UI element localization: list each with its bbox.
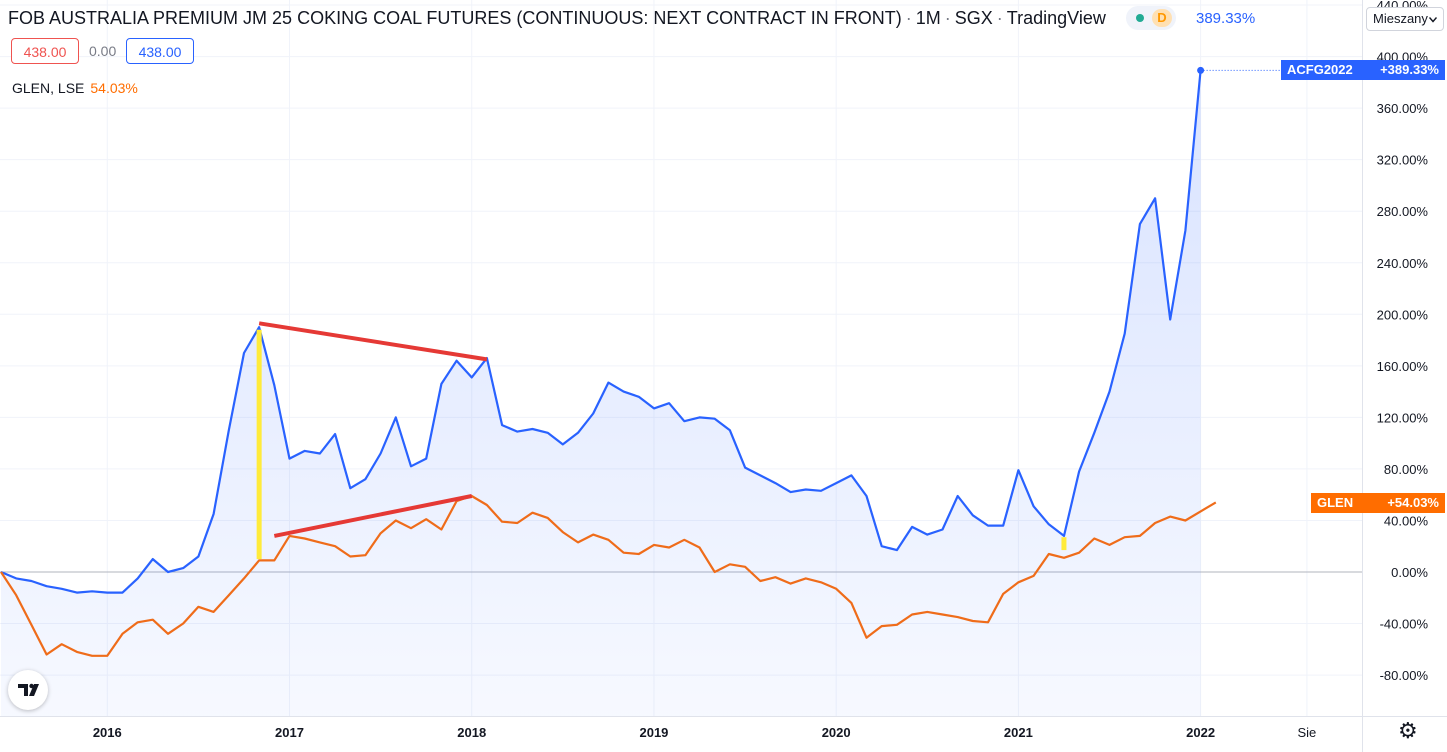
price-tag-main-name: ACFG2022 — [1287, 62, 1353, 77]
y-tick-label: 280.00% — [1377, 204, 1429, 219]
scale-mode-label: Mieszany — [1373, 11, 1428, 26]
header-change-value: 389.33% — [1196, 10, 1256, 27]
y-tick-label: 360.00% — [1377, 101, 1429, 116]
red-trendline — [273, 494, 473, 538]
price-tag-compare-value: +54.03% — [1387, 495, 1439, 510]
y-tick-label: 320.00% — [1377, 153, 1429, 168]
x-tick-label: 2017 — [275, 725, 304, 740]
y-tick-label: 120.00% — [1377, 410, 1429, 425]
source-label: TradingView — [1006, 8, 1106, 28]
series-area-acfg2022 — [1, 70, 1201, 717]
live-dot-icon — [1136, 14, 1144, 22]
gear-icon[interactable]: ⚙ — [1398, 718, 1418, 743]
price-tag-compare-name: GLEN — [1317, 495, 1354, 510]
symbol-description: FOB AUSTRALIA PREMIUM JM 25 COKING COAL … — [8, 8, 902, 28]
delayed-badge: D — [1152, 9, 1172, 27]
y-tick-label: 0.00% — [1391, 565, 1428, 580]
price-tag-main-value: +389.33% — [1380, 62, 1439, 77]
x-tick-label: 2019 — [639, 725, 668, 740]
compare-symbol: GLEN, LSE — [12, 80, 85, 96]
spread-value: 0.00 — [89, 43, 117, 59]
x-tick-label: 2021 — [1004, 725, 1033, 740]
x-tick-label: 2020 — [822, 725, 851, 740]
grid-lines — [0, 0, 1362, 716]
market-status-pill[interactable]: D — [1126, 6, 1176, 30]
price-tag-main: ACFG2022 +389.33% — [1281, 60, 1445, 80]
y-tick-label: 160.00% — [1377, 359, 1429, 374]
y-tick-label: 240.00% — [1377, 256, 1429, 271]
price-tag-compare: GLEN +54.03% — [1311, 493, 1445, 513]
compare-legend[interactable]: GLEN, LSE 54.03% — [12, 80, 138, 96]
y-tick-label: 200.00% — [1377, 307, 1429, 322]
series-line-glen — [0, 494, 1217, 657]
scale-mode-dropdown[interactable]: Mieszany — [1366, 7, 1444, 31]
last-value-point — [1197, 66, 1205, 74]
chevron-down-icon — [1429, 17, 1437, 23]
y-tick-label: -40.00% — [1380, 617, 1429, 632]
y-tick-label: 40.00% — [1384, 513, 1429, 528]
chart-title: FOB AUSTRALIA PREMIUM JM 25 COKING COAL … — [8, 8, 1106, 28]
buy-button[interactable]: 438.00 — [126, 38, 194, 64]
exchange-label: SGX — [954, 8, 993, 28]
interval-label[interactable]: 1M — [915, 8, 941, 28]
y-tick-label: -80.00% — [1380, 668, 1429, 683]
x-tick-label: 2022 — [1186, 725, 1215, 740]
x-tick-label: Sie — [1298, 725, 1317, 740]
red-trendline — [258, 321, 488, 362]
tradingview-logo-icon[interactable] — [8, 670, 48, 710]
sell-button[interactable]: 438.00 — [11, 38, 79, 64]
compare-value: 54.03% — [90, 80, 138, 96]
y-tick-label: 80.00% — [1384, 462, 1429, 477]
x-tick-label: 2018 — [457, 725, 486, 740]
series-line-acfg2022 — [0, 70, 1202, 594]
x-tick-label: 2016 — [93, 725, 122, 740]
